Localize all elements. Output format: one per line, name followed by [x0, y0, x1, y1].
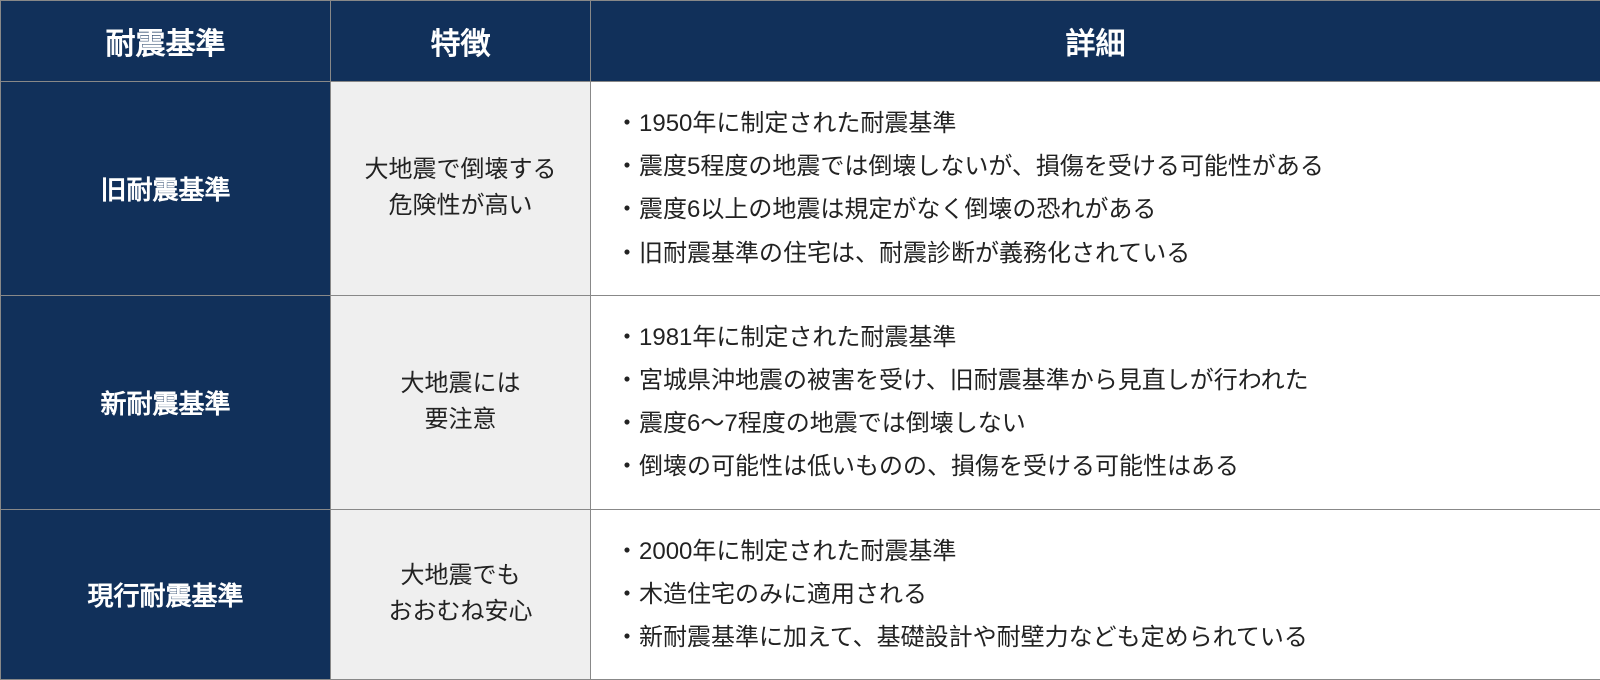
detail-text: ・1950年に制定された耐震基準 ・震度5程度の地震では倒壊しないが、損傷を受け…	[591, 82, 1600, 296]
detail-line: ・木造住宅のみに適用される	[615, 573, 1576, 616]
seismic-standards-table: 耐震基準 特徴 詳細 旧耐震基準 大地震で倒壊する 危険性が高い ・1950年に…	[0, 0, 1600, 680]
detail-line: ・新耐震基準に加えて、基礎設計や耐壁力なども定められている	[615, 616, 1576, 659]
table-row: 旧耐震基準 大地震で倒壊する 危険性が高い ・1950年に制定された耐震基準 ・…	[1, 82, 1600, 296]
detail-line: ・宮城県沖地震の被害を受け、旧耐震基準から見直しが行われた	[615, 359, 1576, 402]
detail-line: ・震度5程度の地震では倒壊しないが、損傷を受ける可能性がある	[615, 145, 1576, 188]
feature-text: 大地震には 要注意	[331, 295, 591, 509]
detail-line: ・1981年に制定された耐震基準	[615, 316, 1576, 359]
feature-line: 大地震には	[343, 366, 578, 402]
feature-text: 大地震で倒壊する 危険性が高い	[331, 82, 591, 296]
detail-text: ・2000年に制定された耐震基準 ・木造住宅のみに適用される ・新耐震基準に加え…	[591, 509, 1600, 680]
feature-line: 危険性が高い	[343, 188, 578, 224]
header-feature: 特徴	[331, 1, 591, 82]
detail-line: ・2000年に制定された耐震基準	[615, 530, 1576, 573]
detail-text: ・1981年に制定された耐震基準 ・宮城県沖地震の被害を受け、旧耐震基準から見直…	[591, 295, 1600, 509]
table-row: 新耐震基準 大地震には 要注意 ・1981年に制定された耐震基準 ・宮城県沖地震…	[1, 295, 1600, 509]
feature-line: 大地震で倒壊する	[343, 152, 578, 188]
feature-line: 大地震でも	[343, 558, 578, 594]
header-detail: 詳細	[591, 1, 1600, 82]
feature-text: 大地震でも おおむね安心	[331, 509, 591, 680]
detail-line: ・倒壊の可能性は低いものの、損傷を受ける可能性はある	[615, 445, 1576, 488]
standard-name: 旧耐震基準	[1, 82, 331, 296]
feature-line: おおむね安心	[343, 594, 578, 630]
feature-line: 要注意	[343, 402, 578, 438]
header-standard: 耐震基準	[1, 1, 331, 82]
detail-line: ・震度6〜7程度の地震では倒壊しない	[615, 402, 1576, 445]
detail-line: ・震度6以上の地震は規定がなく倒壊の恐れがある	[615, 188, 1576, 231]
table-row: 現行耐震基準 大地震でも おおむね安心 ・2000年に制定された耐震基準 ・木造…	[1, 509, 1600, 680]
detail-line: ・旧耐震基準の住宅は、耐震診断が義務化されている	[615, 232, 1576, 275]
standard-name: 現行耐震基準	[1, 509, 331, 680]
table-header-row: 耐震基準 特徴 詳細	[1, 1, 1600, 82]
standard-name: 新耐震基準	[1, 295, 331, 509]
detail-line: ・1950年に制定された耐震基準	[615, 102, 1576, 145]
